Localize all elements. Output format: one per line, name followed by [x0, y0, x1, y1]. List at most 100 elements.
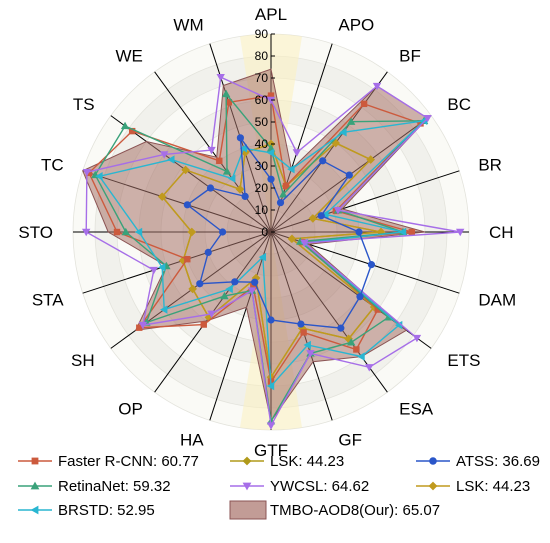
marker-faster-r-cnn-sto	[113, 228, 121, 236]
marker-faster-r-cnn-bf	[360, 100, 368, 108]
marker-atss-tc	[183, 201, 191, 209]
category-label-bf: BF	[399, 47, 421, 66]
marker-atss-dam	[367, 261, 376, 269]
legend-marker-lsk	[242, 456, 252, 466]
category-label-dam: DAM	[478, 290, 516, 309]
legend-item-faster-r-cnn-0: Faster R-CNN: 60.77	[18, 453, 199, 470]
legend-label-lsk: LSK: 44.23	[456, 478, 530, 495]
marker-retinanet-apo	[279, 190, 288, 198]
marker-brstd-ts	[167, 155, 175, 164]
marker-faster-r-cnn-esa	[353, 346, 360, 353]
marker-ywcsl-wm	[216, 73, 225, 82]
marker-lsk-bc	[366, 155, 375, 164]
marker-atss-op	[231, 278, 239, 286]
marker-ywcsl-ts	[160, 151, 169, 159]
marker-ywcsl-tc	[82, 168, 92, 177]
marker-retinanet-ets	[384, 313, 393, 321]
marker-faster-r-cnn-gf	[300, 329, 307, 336]
marker-brstd-bf	[339, 128, 347, 137]
series-ywcsl-4	[82, 73, 465, 430]
marker-atss-gf	[297, 320, 305, 328]
marker-atss-we	[241, 192, 249, 201]
category-label-tc: TC	[41, 156, 64, 175]
marker-ywcsl-sta	[149, 266, 159, 275]
marker-lsk-we	[235, 185, 245, 194]
legend-label-tmbo-aod8-our: TMBO-AOD8(Our): 65.07	[270, 502, 440, 519]
legend-marker-retinanet	[30, 481, 40, 490]
marker-faster-r-cnn-ch	[408, 228, 415, 236]
marker-brstd-op	[225, 284, 233, 294]
marker-atss-ha	[251, 278, 259, 286]
tick-label-90: 90	[255, 27, 269, 41]
marker-lsk-ch	[376, 227, 386, 237]
marker-atss-sh	[196, 280, 204, 288]
tick-label-70: 70	[255, 71, 269, 85]
marker-atss-ts	[206, 184, 215, 192]
category-label-sta: STA	[32, 290, 64, 309]
marker-brstd-tc	[95, 172, 103, 181]
category-label-bc: BC	[447, 95, 471, 114]
marker-brstd-we	[228, 174, 236, 183]
marker-ywcsl-gtf	[266, 422, 276, 430]
legend-item-lsk-6: LSK: 44.23	[416, 478, 530, 495]
marker-atss-gtf	[267, 316, 275, 324]
marker-ywcsl-sto	[82, 228, 91, 237]
series-brstd-2	[95, 116, 428, 391]
category-label-op: OP	[118, 399, 143, 418]
category-label-apo: APO	[338, 16, 374, 35]
category-label-wm: WM	[173, 16, 203, 35]
marker-atss-sta	[204, 248, 212, 256]
legend-label-lsk: LSK: 44.23	[270, 453, 344, 470]
category-label-br: BR	[478, 156, 502, 175]
marker-faster-r-cnn-op	[200, 321, 207, 328]
marker-brstd-apl	[266, 148, 275, 157]
marker-retinanet-esa	[346, 338, 356, 346]
tick-label-80: 80	[255, 49, 269, 63]
marker-atss-sto	[219, 228, 227, 236]
marker-brstd-apo	[287, 165, 295, 174]
marker-ywcsl-bf	[372, 82, 382, 91]
tick-label-20: 20	[255, 181, 269, 195]
marker-lsk-ts	[181, 165, 190, 175]
marker-ywcsl-ha	[247, 287, 257, 295]
marker-brstd-sto	[134, 227, 143, 237]
marker-ywcsl-bc	[423, 115, 432, 123]
legend-item-atss-5: ATSS: 36.69	[416, 453, 540, 470]
marker-faster-r-cnn-wm	[225, 99, 233, 106]
legend-label-ywcsl: YWCSL: 64.62	[270, 478, 369, 495]
category-label-gtf: GTF	[254, 441, 288, 460]
marker-atss-wm	[236, 134, 245, 142]
legend-marker-lsk	[428, 481, 438, 491]
marker-ywcsl-ch	[456, 228, 465, 237]
marker-faster-r-cnn-sta	[184, 255, 191, 263]
marker-brstd-ha	[258, 252, 267, 262]
legend-item-ywcsl-4: YWCSL: 64.62	[230, 478, 369, 495]
legend-marker-brstd	[30, 505, 39, 515]
tick-label-50: 50	[255, 115, 269, 129]
marker-retinanet-bf	[346, 117, 356, 125]
marker-lsk-tc	[157, 192, 167, 201]
category-label-sto: STO	[18, 223, 53, 242]
legend: Faster R-CNN: 60.77 LSK: 44.23 ATSS: 36.69…	[18, 453, 540, 520]
marker-faster-r-cnn-we	[216, 157, 223, 165]
marker-lsk-sh	[188, 284, 197, 294]
marker-ywcsl-op	[207, 310, 216, 319]
marker-atss-br	[317, 212, 325, 220]
marker-brstd-gtf	[266, 381, 275, 391]
legend-label-faster-r-cnn: Faster R-CNN: 60.77	[58, 453, 199, 470]
legend-marker-atss	[429, 457, 437, 465]
marker-retinanet-ts	[120, 121, 130, 130]
legend-marker-ywcsl	[242, 482, 252, 491]
legend-item-tmbo-aod8-our-7: TMBO-AOD8(Our): 65.07	[229, 500, 440, 520]
category-label-ts: TS	[73, 95, 95, 114]
marker-faster-r-cnn-apo	[282, 182, 290, 190]
marker-retinanet-sto	[121, 227, 130, 236]
marker-brstd-esa	[357, 352, 365, 361]
legend-item-retinanet-1: RetinaNet: 59.32	[18, 478, 171, 495]
tick-label-40: 40	[255, 137, 269, 151]
marker-ywcsl-dam	[300, 239, 309, 248]
marker-atss-esa	[337, 324, 345, 332]
marker-atss-ets	[356, 293, 364, 301]
